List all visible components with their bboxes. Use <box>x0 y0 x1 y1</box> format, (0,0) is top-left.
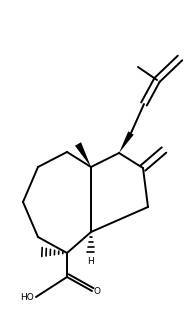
Text: HO: HO <box>20 293 34 301</box>
Polygon shape <box>119 131 134 153</box>
Text: O: O <box>94 286 101 295</box>
Text: H: H <box>88 257 94 266</box>
Polygon shape <box>75 142 91 167</box>
